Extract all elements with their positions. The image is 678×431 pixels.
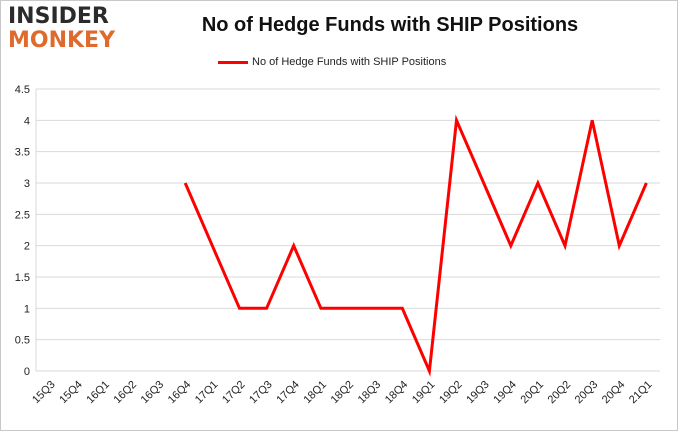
logo-text-insider: INSIDER	[8, 4, 109, 29]
x-tick-label: 16Q3	[139, 379, 167, 407]
y-tick-label: 4	[24, 115, 30, 127]
y-axis-ticks: 0 0.5 1 1.5 2 2.5 3 3.5 4 4.5	[15, 84, 30, 378]
y-tick-label: 2.5	[15, 209, 30, 221]
logo-text-monkey: MONKEY	[8, 28, 116, 53]
x-tick-label: 17Q2	[220, 379, 248, 407]
x-tick-label: 16Q1	[84, 379, 112, 407]
y-tick-label: 0.5	[15, 335, 30, 347]
legend-swatch	[218, 60, 248, 64]
y-tick-label: 4.5	[15, 84, 30, 96]
x-tick-label: 17Q1	[193, 379, 221, 407]
x-tick-label: 19Q4	[491, 379, 519, 407]
x-tick-label: 21Q1	[627, 379, 655, 407]
series-line-ship	[183, 114, 648, 377]
y-tick-label: 1.5	[15, 272, 30, 284]
gridlines	[35, 88, 660, 372]
x-tick-label: 17Q4	[274, 379, 302, 407]
x-tick-label: 20Q2	[546, 379, 574, 407]
x-tick-label: 20Q4	[600, 379, 628, 407]
x-tick-label: 18Q2	[329, 379, 357, 407]
x-tick-label: 18Q1	[301, 379, 329, 407]
insider-monkey-logo: INSIDER MONKEY	[8, 4, 128, 56]
x-tick-label: 20Q3	[573, 379, 601, 407]
x-tick-label: 16Q4	[166, 379, 194, 407]
y-tick-label: 0	[24, 366, 30, 378]
x-tick-label: 20Q1	[519, 379, 547, 407]
y-tick-label: 2	[24, 241, 30, 253]
y-tick-label: 1	[24, 303, 30, 315]
y-tick-label: 3.5	[15, 147, 30, 159]
x-tick-label: 17Q3	[247, 379, 275, 407]
series-line	[183, 114, 648, 377]
x-tick-label: 19Q1	[410, 379, 438, 407]
x-tick-label: 18Q4	[383, 379, 411, 407]
chart-legend: No of Hedge Funds with SHIP Positions	[218, 54, 446, 70]
chart-title: No of Hedge Funds with SHIP Positions	[201, 14, 579, 36]
x-tick-label: 15Q3	[30, 379, 58, 407]
x-tick-label: 18Q3	[356, 379, 384, 407]
x-tick-label: 19Q2	[437, 379, 465, 407]
x-tick-label: 16Q2	[112, 379, 140, 407]
x-tick-label: 15Q4	[57, 379, 85, 407]
x-axis-ticks: 15Q3 15Q4 16Q1 16Q2 16Q3 16Q4 17Q1 17Q2 17Q3 17Q4…	[30, 379, 654, 407]
legend-label: No of Hedge Funds with SHIP Positions	[252, 56, 447, 68]
y-tick-label: 3	[24, 178, 30, 190]
x-tick-label: 19Q3	[464, 379, 492, 407]
